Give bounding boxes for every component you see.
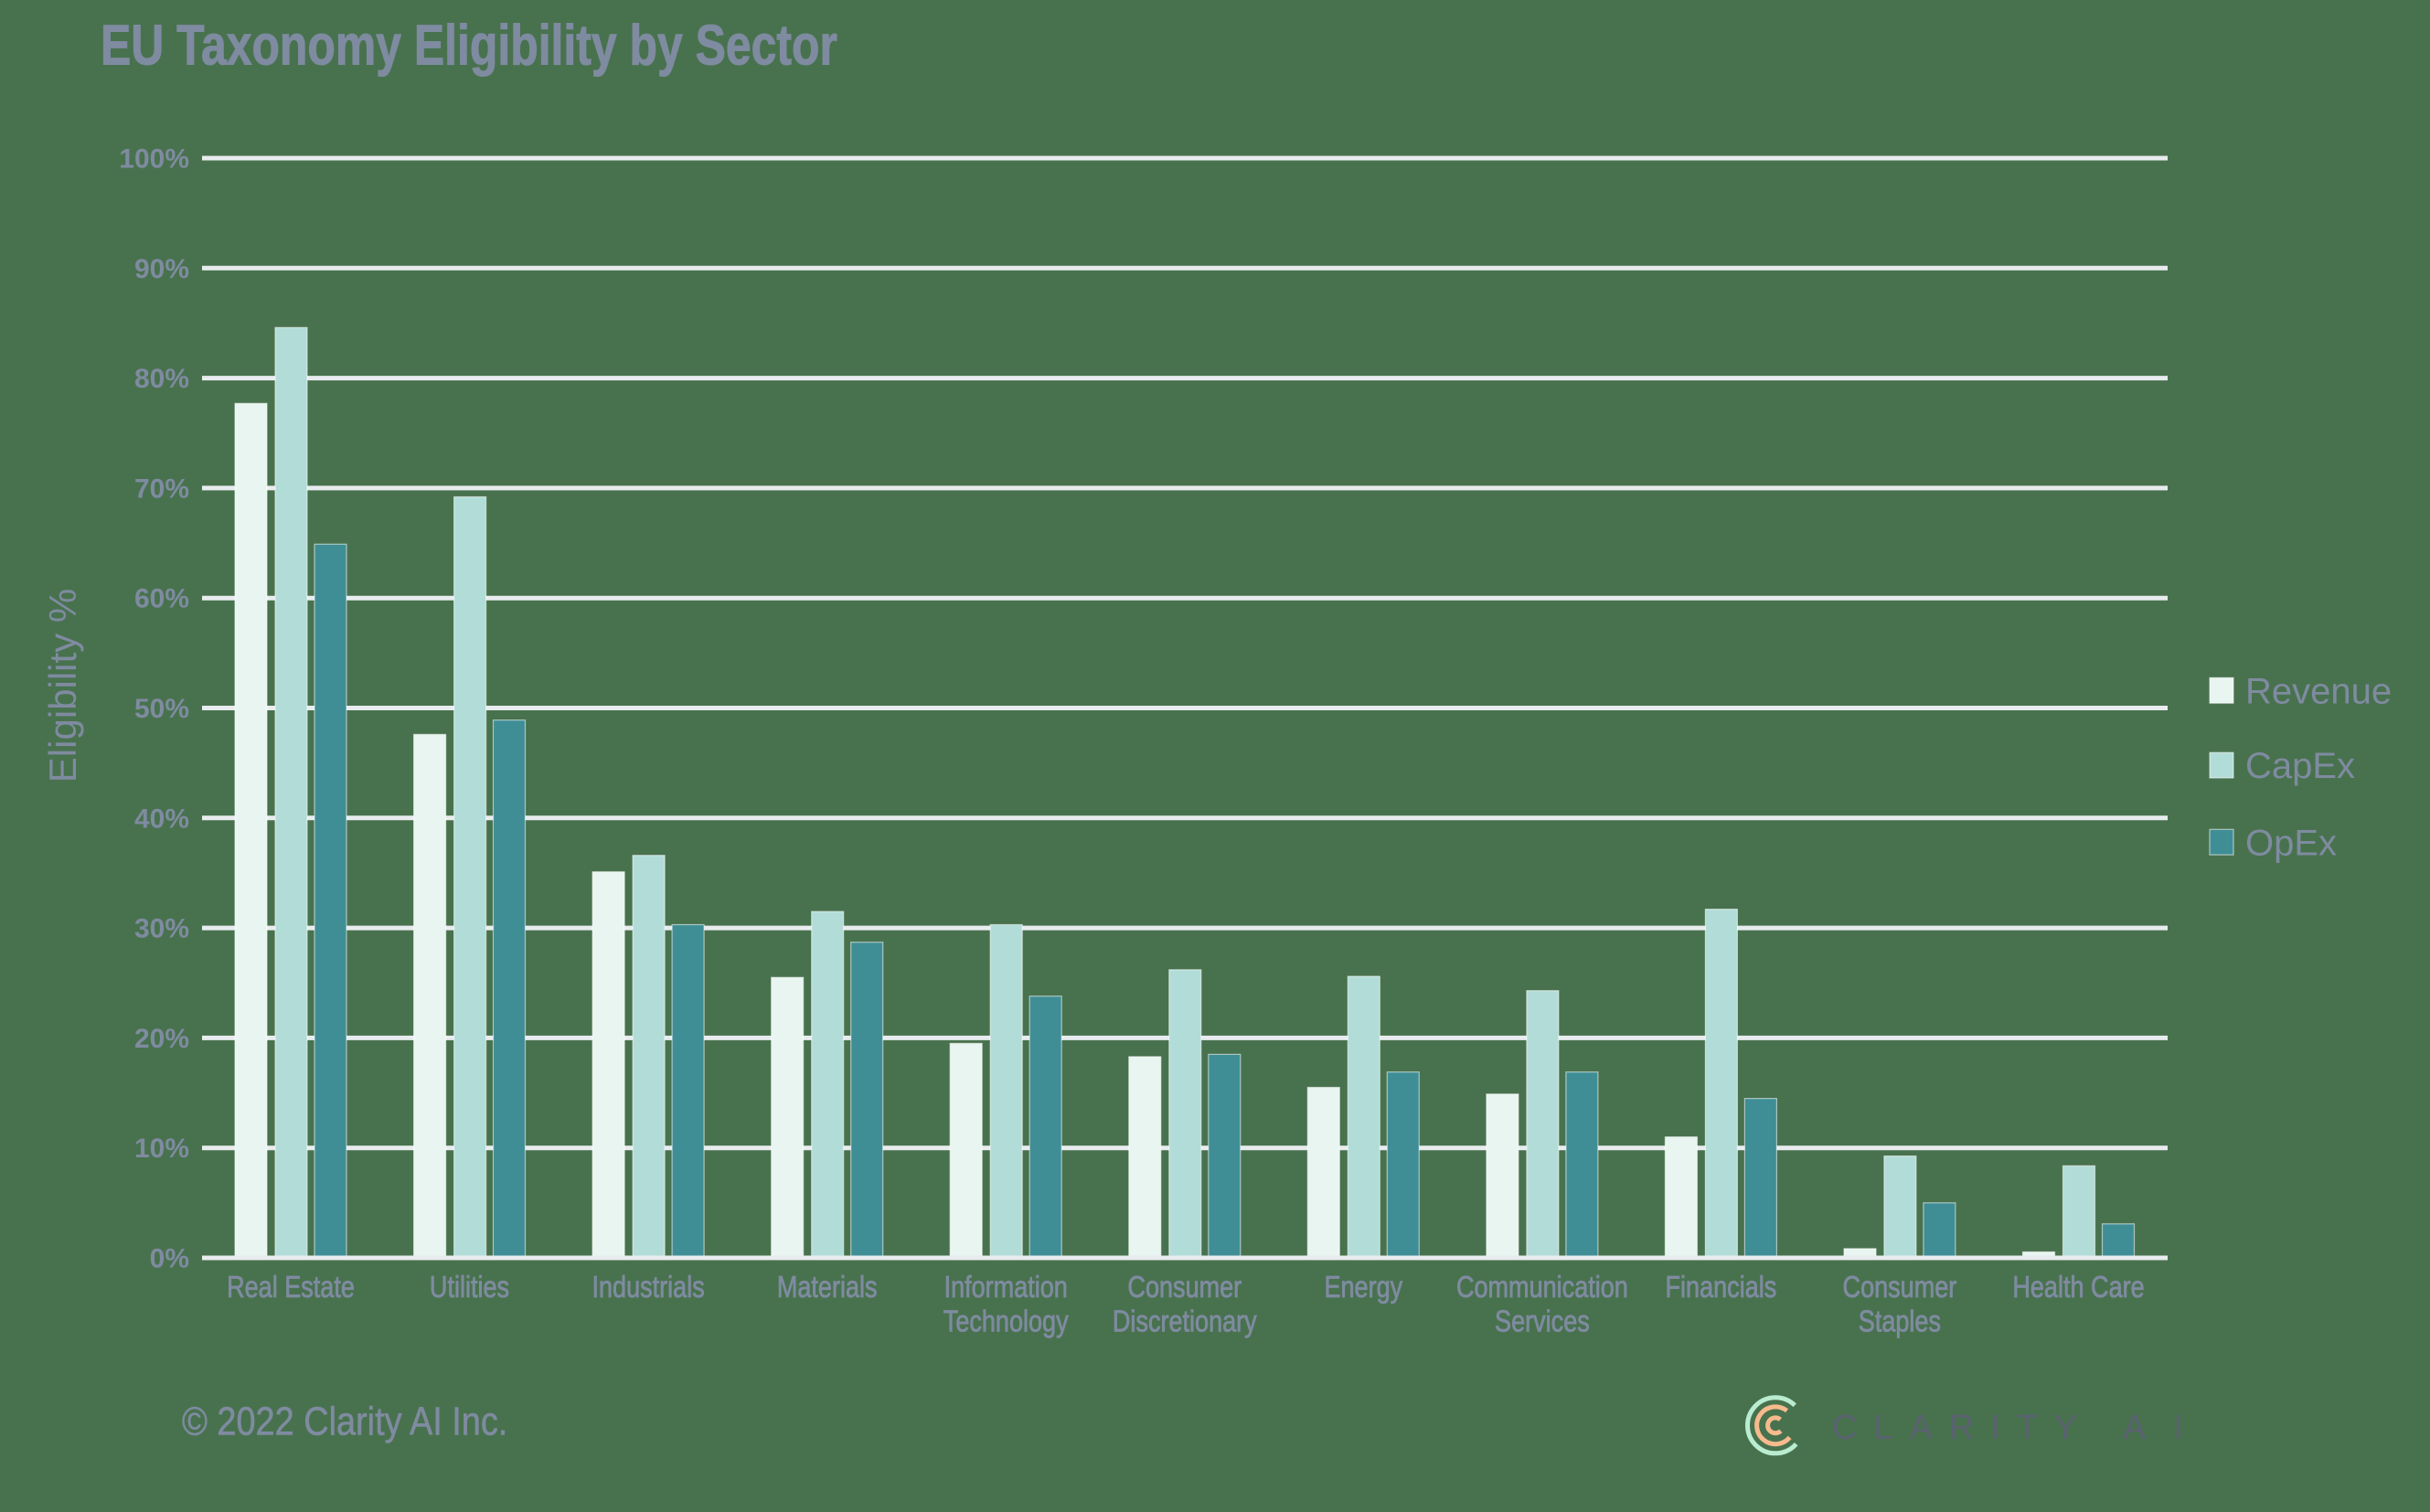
svg-text:Industrials: Industrials [592,1272,704,1304]
svg-text:Services: Services [1495,1305,1590,1338]
svg-text:10%: 10% [134,1134,189,1164]
svg-text:20%: 20% [134,1024,189,1054]
svg-text:CapEx: CapEx [2245,746,2355,786]
svg-text:Financials: Financials [1666,1272,1777,1304]
svg-text:30%: 30% [134,914,189,944]
svg-text:Discretionary: Discretionary [1113,1305,1258,1338]
svg-text:80%: 80% [134,364,189,394]
svg-text:Eligibility %: Eligibility % [41,589,84,783]
svg-text:Technology: Technology [943,1305,1070,1338]
svg-text:Consumer: Consumer [1127,1272,1242,1304]
svg-text:EU Taxonomy Eligibility by Sec: EU Taxonomy Eligibility by Sector [101,13,837,76]
svg-text:OpEx: OpEx [2245,823,2337,863]
svg-text:60%: 60% [134,584,189,614]
svg-text:CLARITY: CLARITY [1832,1409,2077,1447]
svg-text:Revenue: Revenue [2245,671,2392,711]
svg-text:Information: Information [944,1272,1068,1304]
svg-text:© 2022 Clarity AI Inc.: © 2022 Clarity AI Inc. [182,1399,507,1443]
svg-text:Real Estate: Real Estate [227,1272,355,1304]
svg-text:0%: 0% [150,1244,189,1274]
svg-text:40%: 40% [134,804,189,834]
svg-text:70%: 70% [134,474,189,504]
svg-text:Consumer: Consumer [1843,1272,1957,1304]
svg-text:100%: 100% [119,144,189,175]
svg-text:Communication: Communication [1456,1272,1628,1304]
svg-text:Energy: Energy [1324,1272,1403,1304]
svg-text:90%: 90% [134,254,189,284]
svg-text:Materials: Materials [777,1272,878,1304]
svg-text:50%: 50% [134,694,189,724]
svg-text:Utilities: Utilities [430,1272,509,1304]
svg-text:Staples: Staples [1859,1305,1941,1338]
svg-text:Health Care: Health Care [2012,1272,2144,1304]
